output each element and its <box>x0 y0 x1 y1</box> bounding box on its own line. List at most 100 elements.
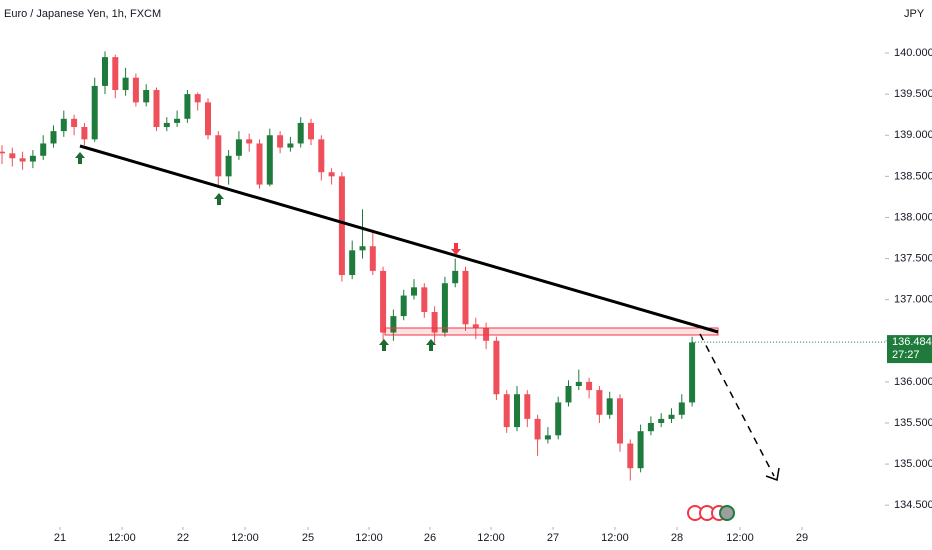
y-tick-label: 138.000 <box>894 211 932 223</box>
x-tick-label: 26 <box>424 532 436 544</box>
countdown: 27:27 <box>892 349 920 361</box>
candle-body <box>194 94 201 103</box>
x-tick-label: 22 <box>177 532 189 544</box>
candle-body <box>637 431 644 469</box>
y-tick-label: 134.500 <box>894 499 932 511</box>
resistance-zone <box>384 327 719 336</box>
candle-body <box>678 402 685 415</box>
x-tick-label: 12:00 <box>355 532 383 544</box>
candle-body <box>565 385 572 403</box>
candle-body <box>0 151 5 154</box>
candle-body <box>60 118 67 132</box>
candle-body <box>606 398 613 415</box>
candle-body <box>617 398 623 444</box>
y-tick-label: 137.500 <box>894 252 932 264</box>
candle-body <box>647 422 654 432</box>
candle-body <box>359 246 366 251</box>
candle-body <box>215 135 222 177</box>
x-tick-label: 25 <box>302 532 314 544</box>
candle-body <box>50 131 57 144</box>
candle-body <box>555 402 562 436</box>
x-tick-label: 12:00 <box>231 532 259 544</box>
candle-body <box>256 143 263 185</box>
candle-body <box>318 139 325 173</box>
candle-body <box>81 127 88 140</box>
projection-head <box>765 467 780 482</box>
y-tick-label: 135.000 <box>894 458 932 470</box>
candle-body <box>40 143 47 156</box>
candle-body <box>575 381 582 386</box>
candle-body <box>277 135 284 148</box>
candle-body <box>184 94 191 119</box>
y-tick-label: 138.500 <box>894 170 932 182</box>
candle-body <box>627 443 634 469</box>
x-tick-label: 12:00 <box>477 532 505 544</box>
x-tick-label: 12:00 <box>108 532 136 544</box>
candle-body <box>411 287 417 296</box>
y-tick-label: 137.000 <box>894 294 932 306</box>
y-tick-label: 139.000 <box>894 129 932 141</box>
x-tick-label: 21 <box>54 532 66 544</box>
x-tick-label: 12:00 <box>726 532 754 544</box>
candle-body <box>421 287 428 312</box>
candle-body <box>71 118 78 128</box>
candle-body <box>205 102 211 136</box>
candle-body <box>297 122 304 144</box>
projection-arrow <box>699 333 775 477</box>
candle-body <box>514 394 520 428</box>
candle-body <box>91 85 98 140</box>
candle-body <box>380 270 387 333</box>
plot: 134.500135.000135.500136.000136.500137.0… <box>0 47 932 544</box>
candle-body <box>328 172 335 177</box>
last-price-label: 136.484 <box>892 336 932 348</box>
y-tick-label: 139.500 <box>894 88 932 100</box>
candle-body <box>462 270 469 325</box>
candle-body <box>287 143 294 148</box>
up-arrows <box>75 152 436 351</box>
candle-body <box>174 118 181 123</box>
last-price-box <box>887 335 932 364</box>
candle-body <box>524 394 531 419</box>
down-arrow <box>451 243 461 255</box>
currency: JPY <box>904 8 925 20</box>
trend-line <box>79 144 719 334</box>
candle-body <box>493 340 500 395</box>
candle-body <box>122 77 129 91</box>
x-tick-label: 28 <box>671 532 683 544</box>
candle-body <box>246 139 253 144</box>
x-tick-label: 27 <box>547 532 559 544</box>
candle-body <box>658 418 665 423</box>
candle-body <box>441 283 448 333</box>
candle-body <box>225 155 232 177</box>
candle-body <box>266 135 273 185</box>
y-tick-label: 136.000 <box>894 376 932 388</box>
candle-body <box>586 381 593 391</box>
chart-title: Euro / Japanese Yen, 1h, FXCM <box>4 8 161 20</box>
candle-body <box>19 158 26 162</box>
candle-body <box>689 342 696 403</box>
candle-body <box>153 90 160 128</box>
y-tick-label: 140.000 <box>894 47 932 59</box>
candle-body <box>452 270 459 284</box>
candle-body <box>596 390 603 415</box>
candle-body <box>308 122 314 140</box>
candle-body <box>503 394 510 428</box>
candle-body <box>338 176 345 276</box>
candle-body <box>112 57 119 91</box>
candle-body <box>163 122 170 128</box>
candle-body <box>534 418 541 440</box>
event-icons <box>687 505 735 521</box>
x-tick-label: 29 <box>796 532 808 544</box>
candle-body <box>9 153 16 159</box>
candle-body <box>349 250 356 276</box>
y-tick-label: 135.500 <box>894 417 932 429</box>
candle-body <box>235 139 242 156</box>
candle-body <box>102 57 108 86</box>
candle-body <box>668 414 675 419</box>
candle-body <box>132 77 139 103</box>
x-tick-label: 12:00 <box>601 532 629 544</box>
candle-body <box>143 90 150 103</box>
candle-body <box>390 316 397 333</box>
candle-body <box>369 246 376 271</box>
